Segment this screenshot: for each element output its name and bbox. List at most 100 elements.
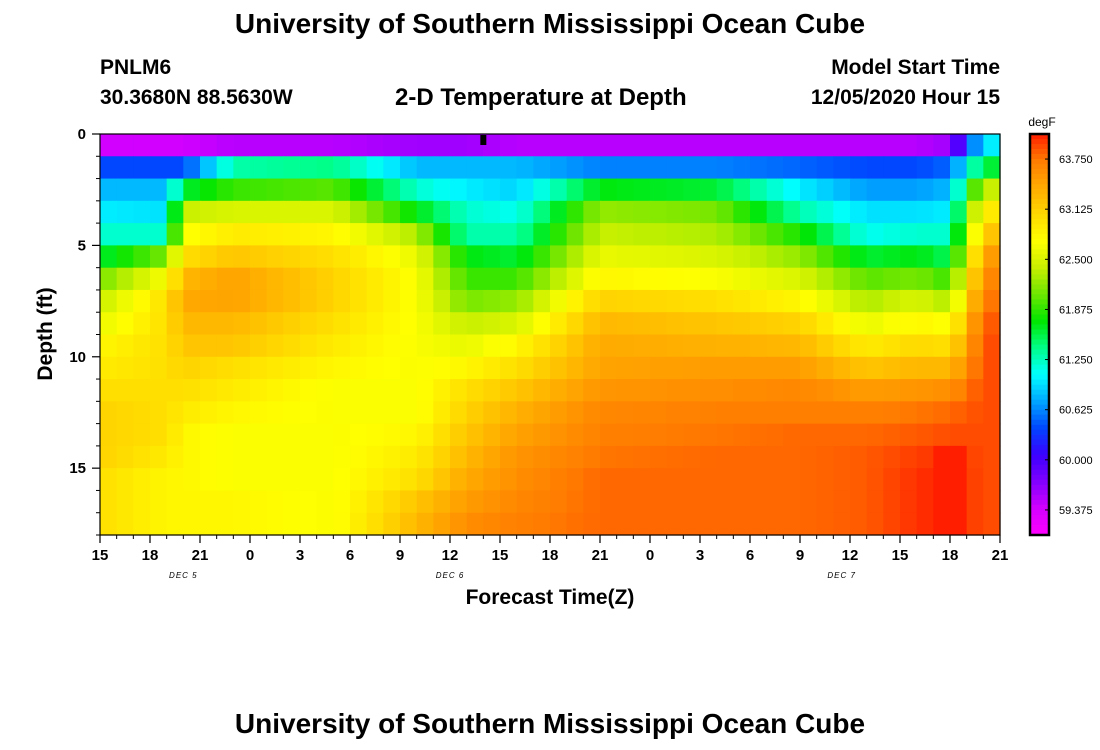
colorbar-tick-label: 60.000 — [1059, 455, 1093, 467]
x-axis-label: Forecast Time(Z) — [466, 586, 635, 609]
heatmap-cell — [866, 356, 884, 380]
heatmap-cell — [616, 200, 634, 224]
heatmap-cell — [700, 245, 718, 269]
heatmap-cell — [183, 512, 201, 536]
heatmap-cell — [900, 490, 918, 514]
heatmap-cell — [216, 356, 234, 380]
heatmap-cell — [550, 312, 568, 336]
date-label: DEC 7 — [827, 571, 856, 580]
heatmap-cell — [400, 289, 418, 313]
heatmap-cell — [350, 156, 368, 180]
heatmap-cell — [850, 312, 868, 336]
model-start-value: 12/05/2020 Hour 15 — [810, 86, 1000, 109]
colorbar-segment — [1030, 299, 1049, 306]
heatmap-cell — [500, 490, 518, 514]
heatmap-cell — [633, 468, 651, 492]
heatmap-cell — [566, 512, 584, 536]
heatmap-cell — [900, 401, 918, 425]
heatmap-cell — [783, 401, 801, 425]
heatmap-cell — [133, 423, 151, 447]
heatmap-cell — [400, 156, 418, 180]
heatmap-cell — [383, 178, 401, 202]
heatmap-cell — [516, 445, 534, 469]
heatmap-cell — [283, 200, 301, 224]
heatmap-cell — [216, 468, 234, 492]
heatmap-cell — [816, 245, 834, 269]
heatmap-cell — [633, 490, 651, 514]
heatmap-cell — [750, 312, 768, 336]
heatmap-cell — [916, 245, 934, 269]
heatmap-cell — [800, 356, 818, 380]
heatmap-cell — [650, 267, 668, 291]
heatmap-cell — [583, 379, 601, 402]
heatmap-cell — [333, 289, 351, 313]
heatmap-cell — [750, 245, 768, 269]
colorbar-segment — [1030, 404, 1049, 411]
heatmap-cell — [866, 289, 884, 313]
heatmap-cell — [133, 445, 151, 469]
heatmap-cell — [800, 223, 818, 246]
heatmap-cell — [366, 267, 384, 291]
heatmap-cell — [750, 490, 768, 514]
heatmap-cell — [966, 468, 984, 492]
heatmap-cell — [316, 512, 334, 536]
heatmap-cell — [150, 200, 168, 224]
colorbar-segment — [1030, 504, 1049, 511]
heatmap-cell — [916, 401, 934, 425]
heatmap-cell — [666, 267, 684, 291]
heatmap-cell — [166, 178, 184, 202]
heatmap-cell — [766, 512, 784, 536]
heatmap-cell — [316, 379, 334, 402]
heatmap-cell — [466, 401, 484, 425]
heatmap-cell — [100, 334, 118, 358]
heatmap-cell — [683, 468, 701, 492]
heatmap-cell — [566, 379, 584, 402]
heatmap-cell — [583, 401, 601, 425]
heatmap-cell — [166, 445, 184, 469]
heatmap-cell — [583, 334, 601, 358]
heatmap-cell — [216, 200, 234, 224]
heatmap-cell — [500, 468, 518, 492]
heatmap-cell — [850, 223, 868, 246]
x-tick-label: 12 — [842, 547, 859, 564]
heatmap-cell — [616, 178, 634, 202]
heatmap-cell — [750, 200, 768, 224]
heatmap-cell — [766, 379, 784, 402]
heatmap-cell — [400, 223, 418, 246]
heatmap-cell — [166, 379, 184, 402]
heatmap-cell — [783, 289, 801, 313]
heatmap-cell — [750, 134, 768, 157]
heatmap-cell — [666, 200, 684, 224]
heatmap-cell — [300, 445, 318, 469]
heatmap-cell — [166, 512, 184, 536]
heatmap-cell — [783, 356, 801, 380]
colorbar-segment — [1030, 269, 1049, 275]
heatmap-cell — [300, 512, 318, 536]
heatmap-cell — [150, 156, 168, 180]
heatmap-cell — [966, 423, 984, 447]
heatmap-cell — [350, 334, 368, 358]
heatmap-cell — [100, 312, 118, 336]
heatmap-cell — [216, 245, 234, 269]
heatmap-cell — [250, 512, 268, 536]
heatmap-cell — [166, 423, 184, 447]
heatmap-cell — [616, 134, 634, 157]
heatmap-cell — [200, 445, 218, 469]
heatmap-cell — [450, 468, 468, 492]
heatmap-cell — [450, 445, 468, 469]
heatmap-cell — [216, 289, 234, 313]
heatmap-cell — [133, 245, 151, 269]
heatmap-cell — [916, 490, 934, 514]
heatmap-cell — [616, 289, 634, 313]
heatmap-cell — [200, 512, 218, 536]
heatmap-cell — [383, 379, 401, 402]
heatmap-cell — [716, 156, 734, 180]
heatmap-cell — [833, 200, 851, 224]
heatmap-cell — [533, 178, 551, 202]
heatmap-cell — [400, 423, 418, 447]
heatmap-cell — [466, 245, 484, 269]
heatmap-cell — [683, 267, 701, 291]
heatmap-cell — [483, 223, 501, 246]
heatmap-cell — [316, 423, 334, 447]
heatmap-cell — [200, 468, 218, 492]
